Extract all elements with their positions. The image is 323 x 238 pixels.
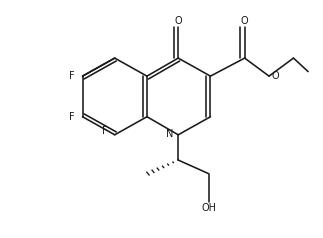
Text: F: F bbox=[69, 71, 75, 81]
Text: N: N bbox=[166, 129, 174, 139]
Text: O: O bbox=[271, 71, 279, 81]
Text: F: F bbox=[102, 126, 108, 136]
Text: F: F bbox=[69, 112, 75, 122]
Text: O: O bbox=[174, 15, 182, 26]
Text: O: O bbox=[241, 15, 248, 26]
Text: OH: OH bbox=[201, 203, 216, 213]
